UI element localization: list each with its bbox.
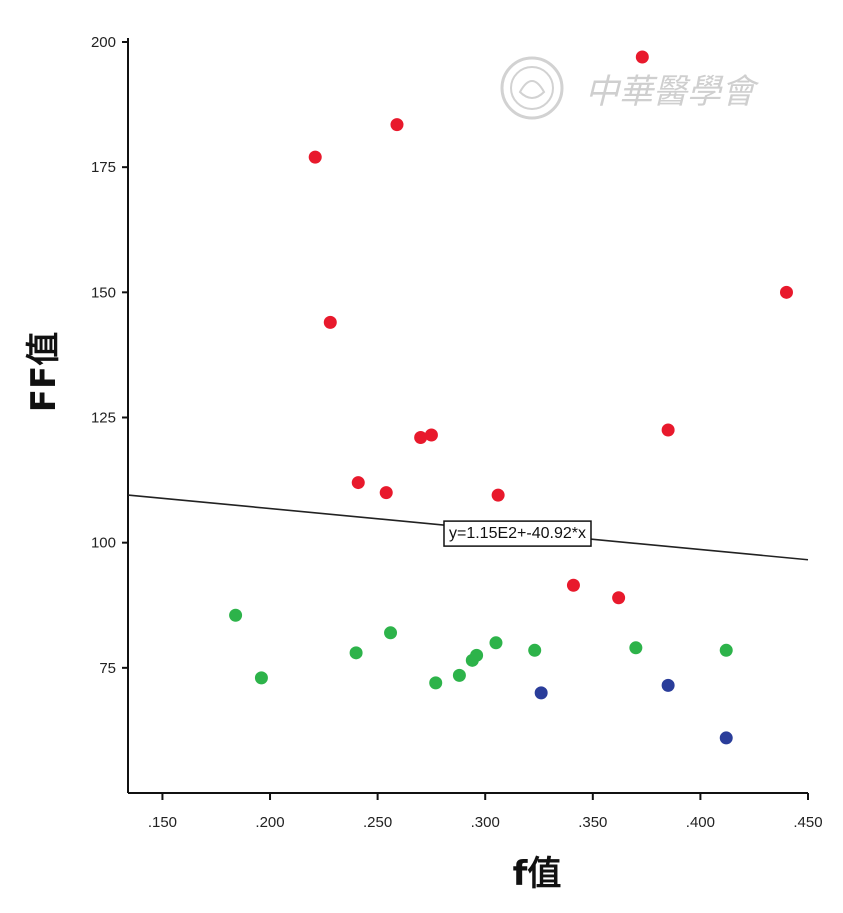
x-tick-label: .250 bbox=[363, 814, 392, 831]
data-point bbox=[528, 643, 542, 657]
y-tick-label: 100 bbox=[91, 535, 116, 552]
data-point bbox=[349, 646, 363, 660]
data-point bbox=[491, 488, 505, 502]
data-point bbox=[390, 118, 404, 132]
data-point bbox=[489, 636, 503, 650]
data-point bbox=[254, 671, 268, 685]
x-tick-label: .350 bbox=[578, 814, 607, 831]
data-point bbox=[612, 591, 626, 605]
data-point bbox=[414, 431, 428, 445]
data-point bbox=[379, 486, 393, 500]
data-point bbox=[779, 285, 793, 299]
data-point bbox=[308, 150, 322, 164]
data-point bbox=[661, 678, 675, 692]
watermark: 中華醫學會 bbox=[500, 56, 760, 120]
data-point bbox=[629, 641, 643, 655]
data-point bbox=[566, 578, 580, 592]
data-point bbox=[351, 476, 365, 490]
x-tick-label: .300 bbox=[471, 814, 500, 831]
x-tick-label: .200 bbox=[255, 814, 284, 831]
regression-equation-label: y=1.15E2+-40.92*x bbox=[449, 525, 586, 542]
y-tick-label: 175 bbox=[91, 159, 116, 176]
y-tick-label: 150 bbox=[91, 284, 116, 301]
regression-label-box bbox=[443, 520, 592, 547]
data-point bbox=[661, 423, 675, 437]
data-point bbox=[229, 608, 243, 622]
y-axis-title: FF值 bbox=[24, 332, 64, 412]
watermark-seal-outer bbox=[500, 56, 564, 120]
data-point bbox=[323, 315, 337, 329]
watermark-text: 中華醫學會 bbox=[585, 72, 760, 112]
x-tick-label: .150 bbox=[148, 814, 177, 831]
data-point bbox=[452, 668, 466, 682]
data-point bbox=[534, 686, 548, 700]
data-point bbox=[719, 731, 733, 745]
tick-labels: .150 .200 .250 .300 .350 .400 .450 75 100 125 150 1… bbox=[91, 34, 823, 831]
data-point bbox=[384, 626, 398, 640]
watermark-seal-inner bbox=[510, 66, 554, 110]
x-tick-label: .400 bbox=[686, 814, 715, 831]
data-point bbox=[470, 648, 484, 662]
data-point bbox=[719, 643, 733, 657]
axes bbox=[122, 38, 809, 800]
data-point bbox=[635, 50, 649, 64]
y-tick-label: 75 bbox=[99, 660, 116, 677]
data-point bbox=[424, 428, 438, 442]
data-points bbox=[229, 50, 793, 745]
x-axis-title: f值 bbox=[513, 854, 562, 894]
regression-line-group: y=1.15E2+-40.92*x bbox=[127, 494, 809, 561]
watermark-seal-emblem bbox=[518, 80, 546, 99]
x-tick-label: .450 bbox=[793, 814, 822, 831]
y-tick-label: 200 bbox=[91, 34, 116, 51]
y-tick-label: 125 bbox=[91, 410, 116, 427]
data-point bbox=[429, 676, 443, 690]
